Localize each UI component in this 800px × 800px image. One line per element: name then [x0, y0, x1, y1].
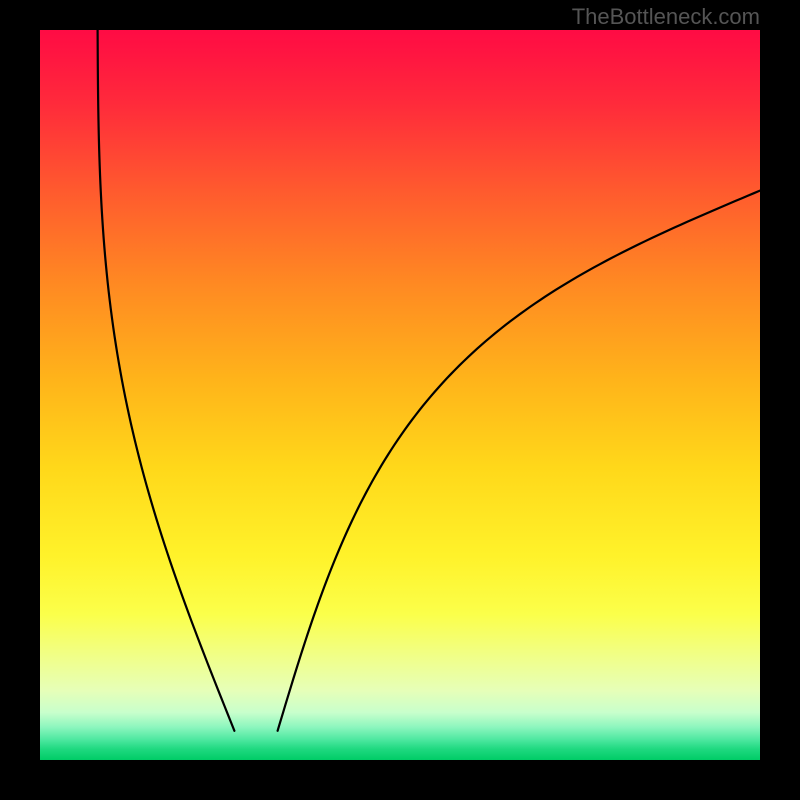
watermark-text: TheBottleneck.com [572, 4, 760, 30]
stage: TheBottleneck.com [0, 0, 800, 800]
plot-area [40, 30, 760, 760]
gradient-background [40, 30, 760, 760]
plot-svg [40, 30, 760, 760]
